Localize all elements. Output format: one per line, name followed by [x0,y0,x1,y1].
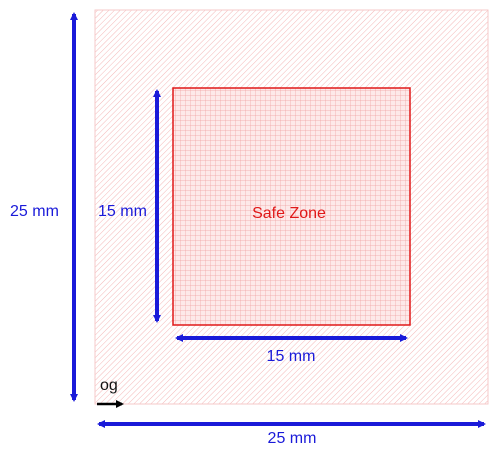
inner-vertical-dimension-label: 15 mm [98,203,147,220]
inner-horizontal-dimension-label: 15 mm [267,348,316,365]
outer-vertical-dimension-label: 25 mm [10,203,59,220]
safe-zone-label: Safe Zone [252,205,326,222]
outer-horizontal-dimension-label: 25 mm [268,430,317,447]
safe-zone-grid [172,87,411,326]
origin-label: og [100,377,118,394]
